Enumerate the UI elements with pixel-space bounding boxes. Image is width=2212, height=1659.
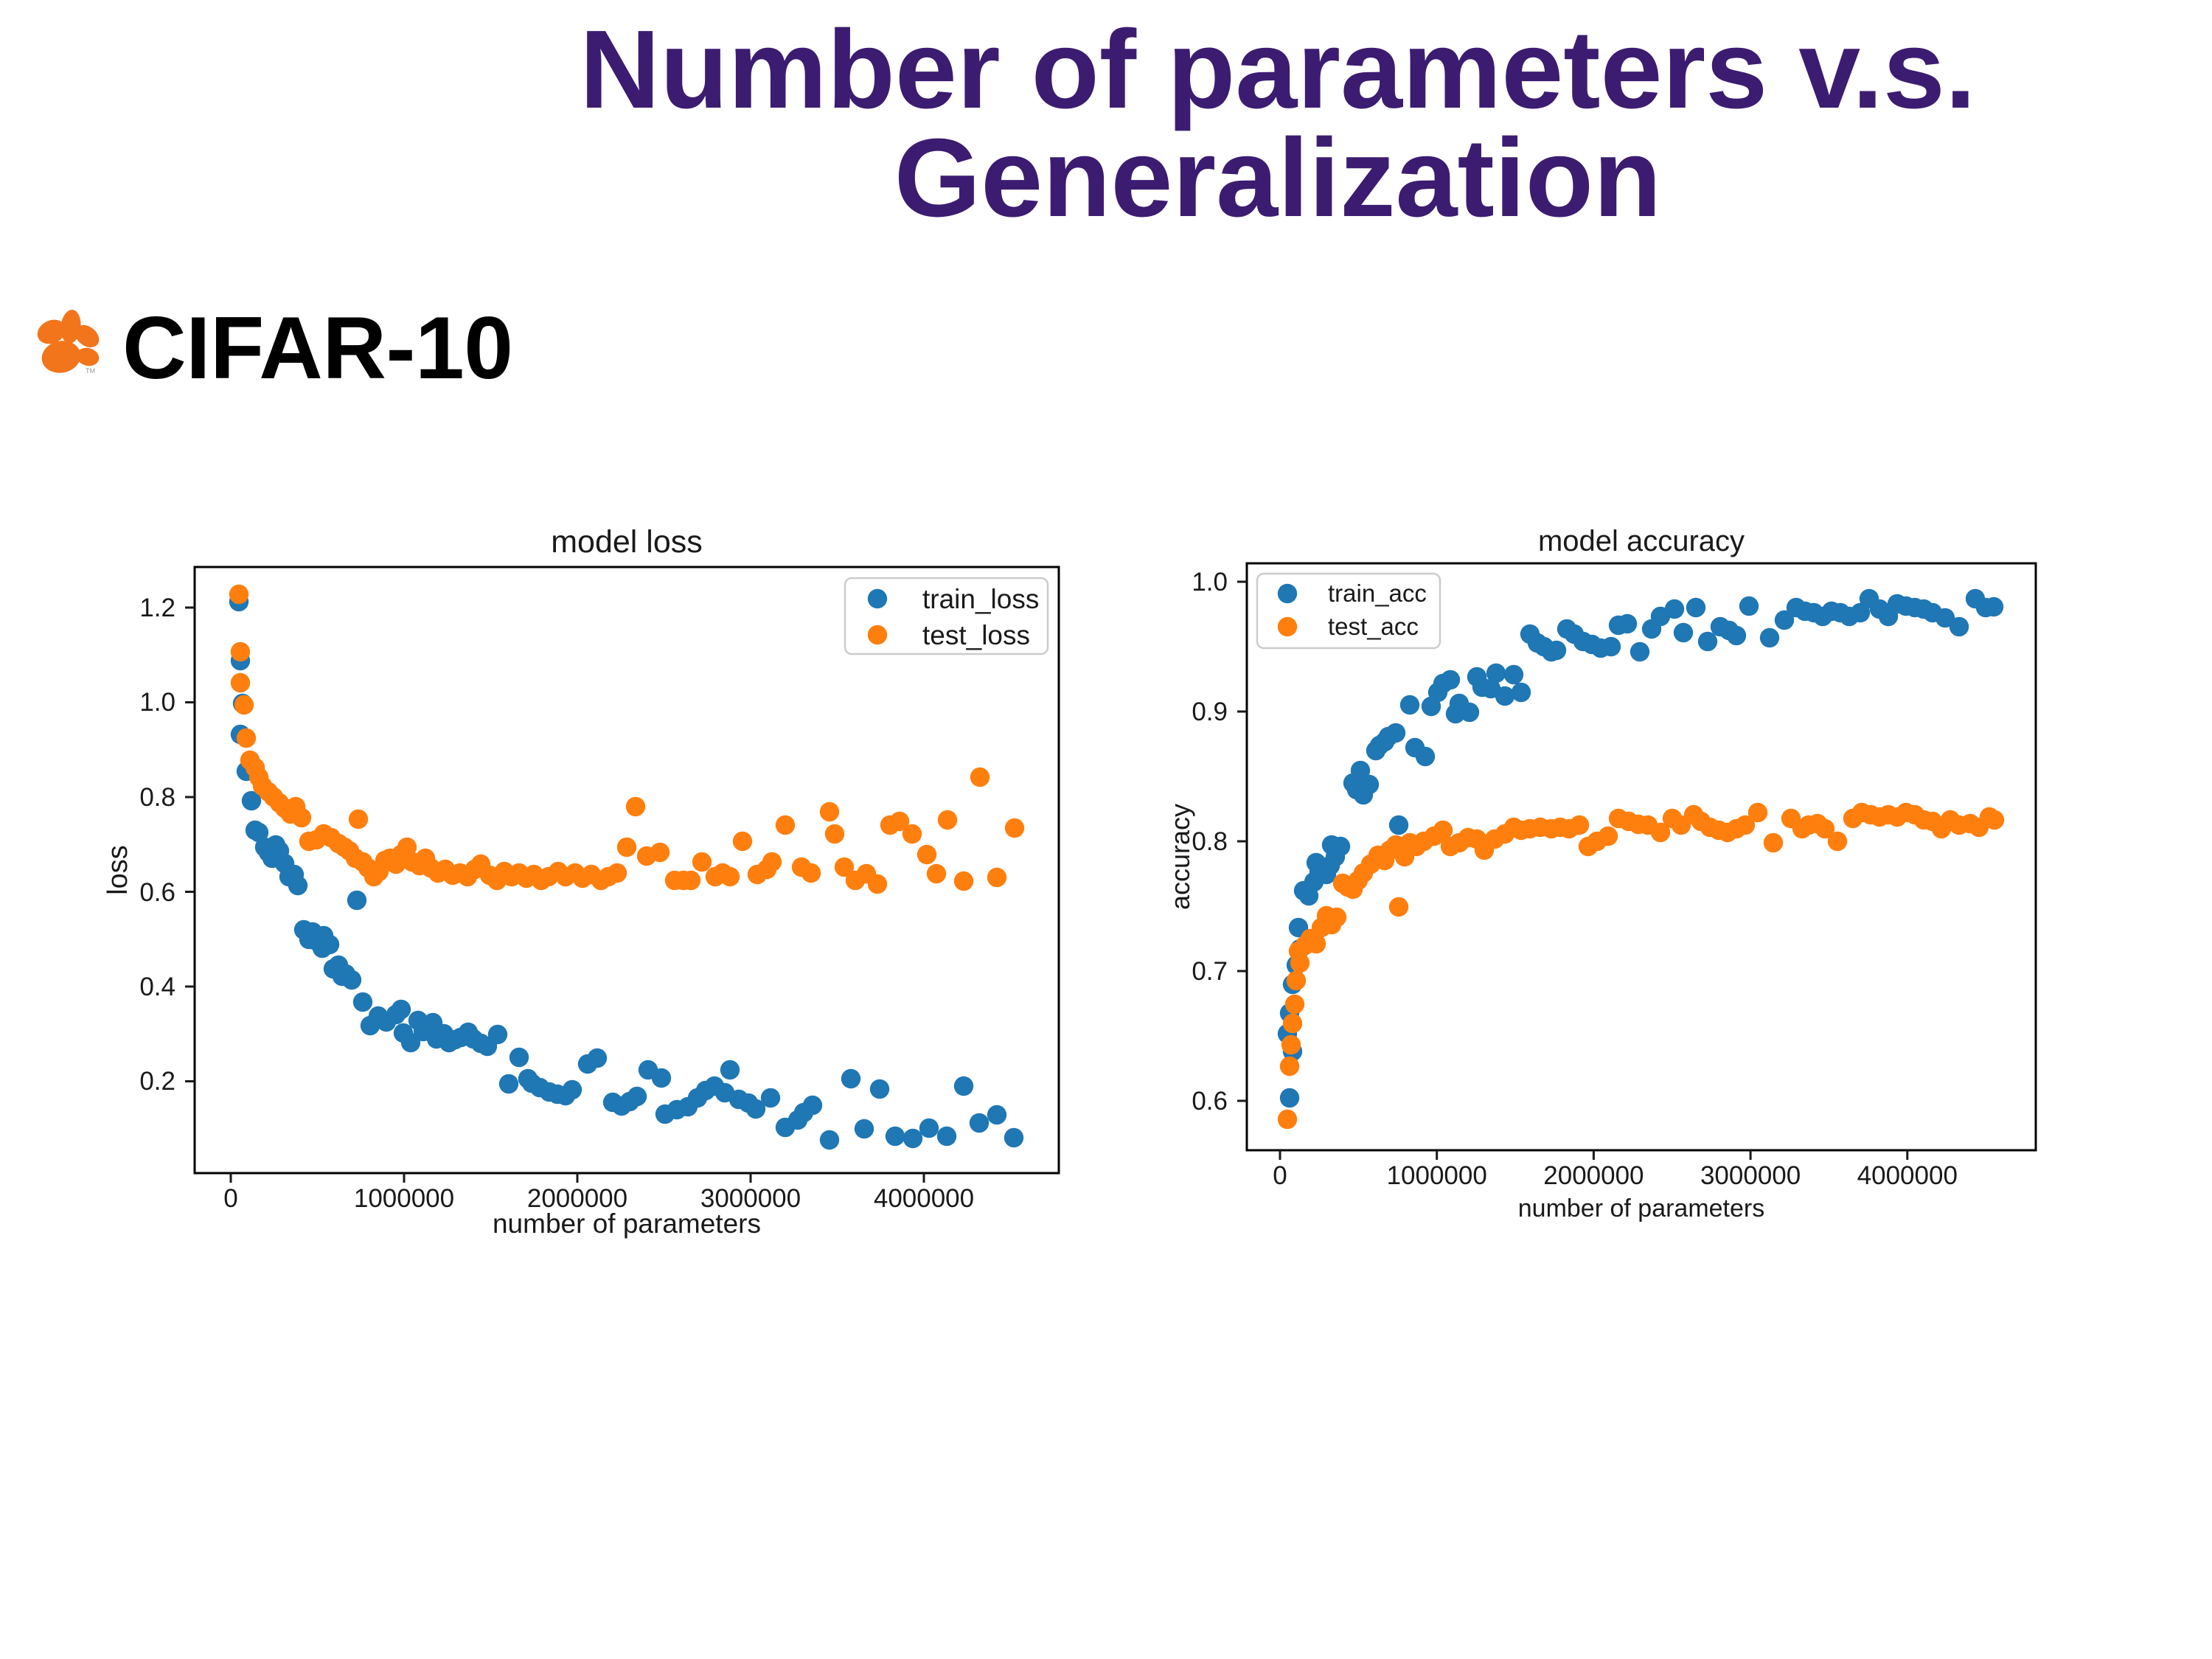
- svg-text:0.9: 0.9: [1192, 698, 1228, 726]
- svg-text:1.0: 1.0: [1192, 568, 1228, 597]
- svg-text:loss: loss: [102, 845, 133, 895]
- svg-text:number of parameters: number of parameters: [1518, 1194, 1765, 1222]
- svg-text:Number of parameters v.s.: Number of parameters v.s.: [580, 7, 1976, 131]
- svg-text:4000000: 4000000: [1857, 1161, 1958, 1190]
- svg-text:1000000: 1000000: [1387, 1161, 1487, 1190]
- svg-text:4000000: 4000000: [874, 1184, 974, 1213]
- svg-text:accuracy: accuracy: [1165, 804, 1195, 910]
- svg-text:number of parameters: number of parameters: [493, 1208, 761, 1239]
- svg-text:model accuracy: model accuracy: [1538, 525, 1745, 557]
- svg-text:1000000: 1000000: [354, 1184, 454, 1213]
- svg-text:test_acc: test_acc: [1328, 613, 1419, 640]
- svg-text:1.0: 1.0: [139, 688, 175, 717]
- svg-text:2000000: 2000000: [527, 1184, 627, 1213]
- svg-text:train_loss: train_loss: [922, 584, 1039, 614]
- svg-text:CIFAR-10: CIFAR-10: [122, 299, 512, 397]
- svg-text:train_acc: train_acc: [1328, 580, 1427, 607]
- svg-text:0: 0: [1273, 1161, 1287, 1190]
- svg-text:0.7: 0.7: [1192, 957, 1228, 986]
- svg-text:model loss: model loss: [551, 524, 703, 560]
- svg-text:0.2: 0.2: [139, 1067, 175, 1096]
- svg-text:TM: TM: [86, 367, 95, 375]
- svg-text:1.2: 1.2: [139, 594, 175, 622]
- svg-text:test_loss: test_loss: [922, 620, 1030, 650]
- svg-text:2000000: 2000000: [1543, 1161, 1644, 1190]
- svg-text:Generalization: Generalization: [894, 115, 1661, 240]
- svg-text:0.8: 0.8: [1192, 827, 1228, 856]
- svg-text:0.6: 0.6: [139, 878, 175, 907]
- svg-text:3000000: 3000000: [700, 1184, 801, 1213]
- svg-text:0.8: 0.8: [139, 783, 175, 812]
- svg-text:3000000: 3000000: [1700, 1161, 1801, 1190]
- svg-text:0: 0: [223, 1184, 237, 1213]
- svg-text:0.4: 0.4: [139, 973, 175, 1001]
- svg-text:0.6: 0.6: [1192, 1087, 1228, 1116]
